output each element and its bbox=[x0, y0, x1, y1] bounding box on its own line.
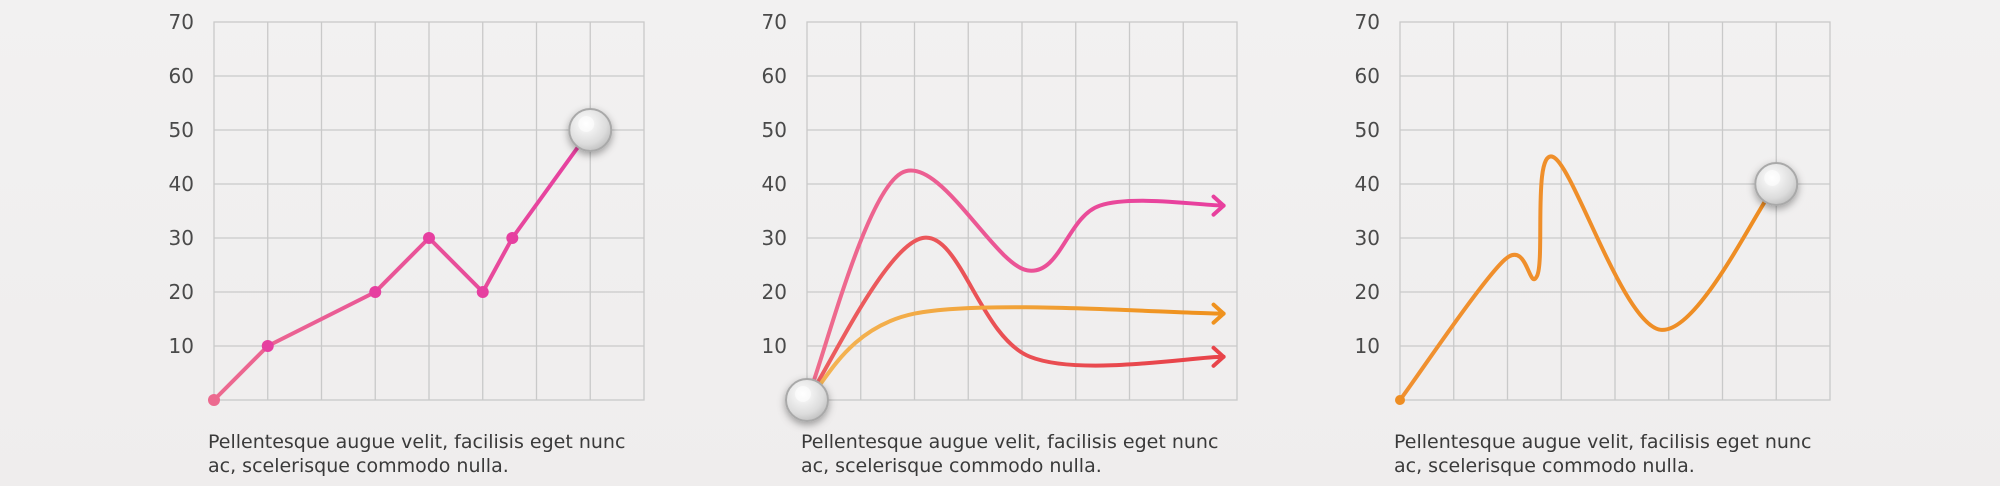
chart-3-caption-line-1: Pellentesque augue velit, facilisis eget… bbox=[1394, 431, 1812, 453]
chart-1-caption: Pellentesque augue velit, facilisis eget… bbox=[208, 430, 668, 478]
y-tick-label-60: 60 bbox=[762, 64, 787, 88]
data-point-start bbox=[1395, 395, 1405, 405]
y-tick-label-50: 50 bbox=[1355, 118, 1380, 142]
y-tick-label-40: 40 bbox=[169, 172, 194, 196]
y-tick-label-70: 70 bbox=[169, 10, 194, 34]
y-tick-label-10: 10 bbox=[1355, 334, 1380, 358]
chart-1-caption-line-2: ac, scelerisque commodo nulla. bbox=[208, 455, 509, 477]
y-tick-label-50: 50 bbox=[762, 118, 787, 142]
chart-3-caption: Pellentesque augue velit, facilisis eget… bbox=[1394, 430, 1854, 478]
y-tick-label-30: 30 bbox=[169, 226, 194, 250]
y-tick-label-70: 70 bbox=[1355, 10, 1380, 34]
y-tick-label-10: 10 bbox=[169, 334, 194, 358]
data-point bbox=[506, 232, 519, 244]
chart-1-svg: 10 20 30 40 50 60 70 bbox=[169, 10, 645, 406]
series-1-1-line bbox=[212, 128, 593, 402]
data-point bbox=[476, 286, 489, 298]
chart-2-svg: 10 20 30 40 50 60 70 bbox=[762, 10, 1238, 422]
chart-3-svg: 10 20 30 40 50 60 70 bbox=[1355, 10, 1831, 405]
y-tick-label-20: 20 bbox=[169, 280, 194, 304]
chart-1-end-knob-highlight bbox=[578, 116, 595, 132]
y-tick-label-20: 20 bbox=[762, 280, 787, 304]
series-arrowhead bbox=[1211, 345, 1226, 368]
series-2-2-line bbox=[805, 235, 1226, 402]
y-tick-label-10: 10 bbox=[762, 334, 787, 358]
series-arrowhead bbox=[1211, 302, 1226, 325]
chart-2-caption-line-2: ac, scelerisque commodo nulla. bbox=[801, 455, 1102, 477]
y-tick-label-40: 40 bbox=[762, 172, 787, 196]
y-tick-label-20: 20 bbox=[1355, 280, 1380, 304]
y-tick-label-30: 30 bbox=[762, 226, 787, 250]
chart-2-grid bbox=[806, 21, 1238, 401]
chart-2-start-knob-highlight bbox=[795, 386, 811, 402]
chart-panel-2: 10 20 30 40 50 60 70 Pellentesque augue velit,… bbox=[743, 0, 1303, 486]
chart-1-grid bbox=[213, 21, 645, 401]
chart-2-caption: Pellentesque augue velit, facilisis eget… bbox=[801, 430, 1261, 478]
data-point bbox=[369, 286, 382, 298]
chart-3-grid bbox=[1399, 21, 1831, 401]
series-2-3-line bbox=[805, 305, 1226, 402]
y-tick-label-60: 60 bbox=[1355, 64, 1380, 88]
chart-1-caption-line-1: Pellentesque augue velit, facilisis eget… bbox=[208, 431, 626, 453]
chart-panel-1: 10 20 30 40 50 60 70 Pellentesque augue velit,… bbox=[150, 0, 710, 486]
series-arrowhead bbox=[1211, 194, 1226, 217]
chart-2-start-knob bbox=[785, 378, 829, 422]
chart-3-caption-line-2: ac, scelerisque commodo nulla. bbox=[1394, 455, 1695, 477]
data-point bbox=[208, 394, 220, 406]
data-point bbox=[423, 232, 435, 244]
chart-panel-3: 10 20 30 40 50 60 70 Pellentesque augue velit,… bbox=[1336, 0, 1896, 486]
chart-3-end-knob-highlight bbox=[1764, 170, 1781, 186]
y-tick-label-40: 40 bbox=[1355, 172, 1380, 196]
data-point bbox=[261, 340, 274, 352]
chart-1-end-knob bbox=[568, 108, 613, 152]
y-tick-label-70: 70 bbox=[762, 10, 787, 34]
chart-2-caption-line-1: Pellentesque augue velit, facilisis eget… bbox=[801, 431, 1219, 453]
series-2-1-line bbox=[805, 168, 1226, 402]
chart-3-end-knob bbox=[1754, 162, 1799, 206]
y-tick-label-60: 60 bbox=[169, 64, 194, 88]
series-3-1-line bbox=[1398, 154, 1779, 402]
y-tick-label-50: 50 bbox=[169, 118, 194, 142]
y-tick-label-30: 30 bbox=[1355, 226, 1380, 250]
